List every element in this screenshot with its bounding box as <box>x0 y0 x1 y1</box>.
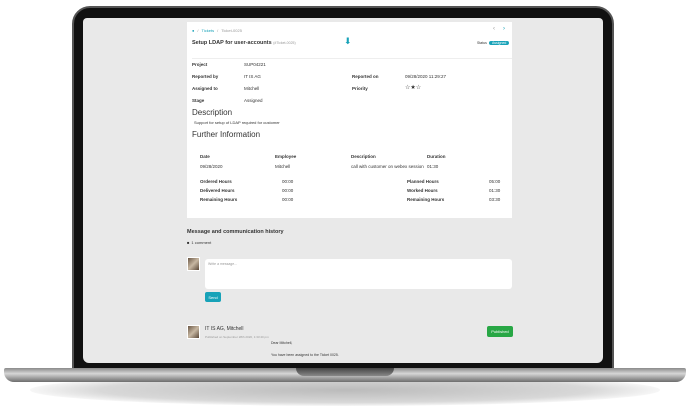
cell-description: call with customer on webex session <box>351 164 424 169</box>
col-duration: Duration <box>427 154 446 159</box>
worked-hours-label: Worked Hours <box>407 188 438 193</box>
cell-date: 09/28/2020 <box>200 164 223 169</box>
remaining-hours-right-value: 03:30 <box>489 197 501 202</box>
comments-icon: ■ <box>187 240 190 245</box>
description-text: Support for setup of LDAP required for c… <box>194 120 280 125</box>
reported-on-value: 09/28/2020 11:29:27 <box>405 74 446 79</box>
send-button[interactable]: Send <box>205 292 221 302</box>
status-badge: Assigned <box>488 41 510 45</box>
col-description: Description <box>351 154 376 159</box>
comment-author: IT IS AG, Mitchell <box>205 326 244 332</box>
priority-stars[interactable]: ☆★☆ <box>405 84 421 91</box>
reported-by-value: IT IS AG <box>244 74 261 79</box>
author-avatar <box>187 325 200 339</box>
project-value: SUP04221 <box>244 62 266 67</box>
priority-label: Priority <box>352 86 368 91</box>
cell-duration: 01:30 <box>427 164 439 169</box>
star-empty-icon[interactable]: ☆ <box>415 85 422 91</box>
ticket-ref: (#Ticket-0025) <box>273 41 296 45</box>
message-placeholder: Write a message... <box>208 262 238 266</box>
cell-employee: Mitchell <box>275 164 291 169</box>
planned-hours-label: Planned Hours <box>407 179 439 184</box>
ordered-hours-value: 00:00 <box>282 179 294 184</box>
ticket-title-row: Setup LDAP for user-accounts (#Ticket-00… <box>192 40 296 46</box>
reported-on-label: Reported on <box>352 74 379 79</box>
ordered-hours-label: Ordered Hours <box>200 179 232 184</box>
divider <box>192 58 512 59</box>
assigned-value: Mitchell <box>244 86 260 91</box>
planned-hours-value: 05:00 <box>489 179 501 184</box>
download-icon[interactable]: ⬇ <box>344 36 352 46</box>
further-info-heading: Further Information <box>192 130 261 139</box>
comment-line-2: You have been assigned to the Ticket 002… <box>271 353 339 357</box>
laptop-notch <box>296 368 394 376</box>
worked-hours-value: 01:30 <box>489 188 501 193</box>
col-employee: Employee <box>275 154 297 159</box>
breadcrumb-current: Ticket-0025 <box>221 28 242 33</box>
status-label: Status <box>477 41 487 45</box>
breadcrumb-tickets[interactable]: Tickets <box>201 28 215 33</box>
message-input[interactable]: Write a message... <box>205 259 512 289</box>
next-icon[interactable]: › <box>503 26 505 32</box>
comment-line-1: Dear Mitchell, <box>271 341 293 345</box>
comment-meta: Published on September 28th 2020, 1:33:4… <box>205 335 269 339</box>
remaining-hours-right-label: Remaining Hours <box>407 197 445 202</box>
comment-count: 1 comment <box>191 240 212 245</box>
ticket-card: ● / Tickets / Ticket-0025 ‹ › Setup LDAP f… <box>187 22 512 218</box>
star-filled-icon[interactable]: ★ <box>410 85 416 91</box>
star-empty-icon[interactable]: ☆ <box>405 85 411 91</box>
prev-icon[interactable]: ‹ <box>493 26 495 32</box>
remaining-hours-label: Remaining Hours <box>200 197 238 202</box>
published-badge[interactable]: Published <box>487 326 513 337</box>
project-label: Project <box>192 62 208 67</box>
avatar <box>187 257 200 271</box>
stage-label: Stage <box>192 98 205 103</box>
col-date: Date <box>200 154 210 159</box>
remaining-hours-value: 00:00 <box>282 197 294 202</box>
home-icon[interactable]: ● <box>192 28 195 33</box>
stage-value: Assigned <box>244 98 263 103</box>
delivered-hours-value: 00:00 <box>282 188 294 193</box>
messages-heading: Message and communication history <box>187 229 284 235</box>
ticket-title: Setup LDAP for user-accounts <box>192 40 272 46</box>
breadcrumb: ● / Tickets / Ticket-0025 <box>192 28 242 33</box>
assigned-label: Assigned to <box>192 86 218 91</box>
reported-by-label: Reported by <box>192 74 219 79</box>
delivered-hours-label: Delivered Hours <box>200 188 235 193</box>
description-heading: Description <box>192 108 233 117</box>
laptop-screen: ● / Tickets / Ticket-0025 ‹ › Setup LDAP f… <box>83 18 603 363</box>
